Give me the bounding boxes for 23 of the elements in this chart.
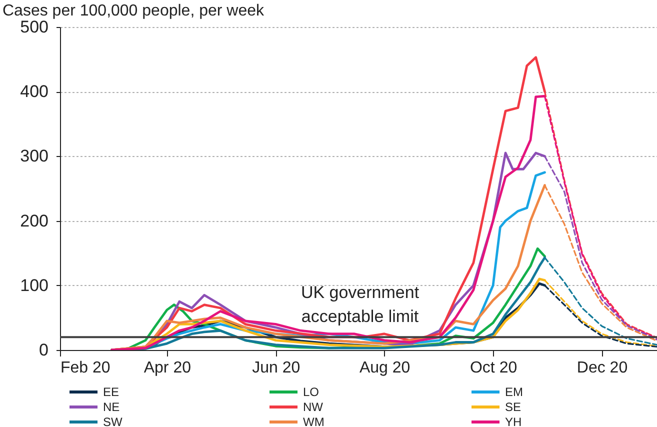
ref-line-label: UK government acceptable limit xyxy=(300,283,420,326)
y-tick-label: 0 xyxy=(39,340,48,360)
y-axis-title: Cases per 100,000 people, per week xyxy=(2,2,266,20)
legend-label: LO xyxy=(303,385,320,399)
legend-label: EE xyxy=(103,385,120,399)
legend-label: SW xyxy=(103,415,124,427)
legend-label: WM xyxy=(303,415,324,427)
x-tick-label: Jun 20 xyxy=(252,360,300,376)
y-tick-label: 500 xyxy=(20,18,48,36)
x-tick-label: Oct 20 xyxy=(470,360,518,376)
y-tick-label: 400 xyxy=(20,82,48,102)
y-tick-label: 200 xyxy=(20,211,48,230)
x-tick-label: Aug 20 xyxy=(359,360,410,376)
x-tick-label: Apr 20 xyxy=(144,360,192,376)
legend-label: SE xyxy=(505,400,522,414)
y-tick-label: 300 xyxy=(20,146,48,166)
legend-label: EM xyxy=(505,385,524,399)
y-tick-label: 100 xyxy=(20,276,48,295)
x-tick-label: Dec 20 xyxy=(576,360,628,376)
legend-label: YH xyxy=(505,415,522,427)
legend-label: NE xyxy=(103,400,120,414)
x-tick-label: Feb 20 xyxy=(60,360,110,376)
legend-label: NW xyxy=(303,400,324,414)
